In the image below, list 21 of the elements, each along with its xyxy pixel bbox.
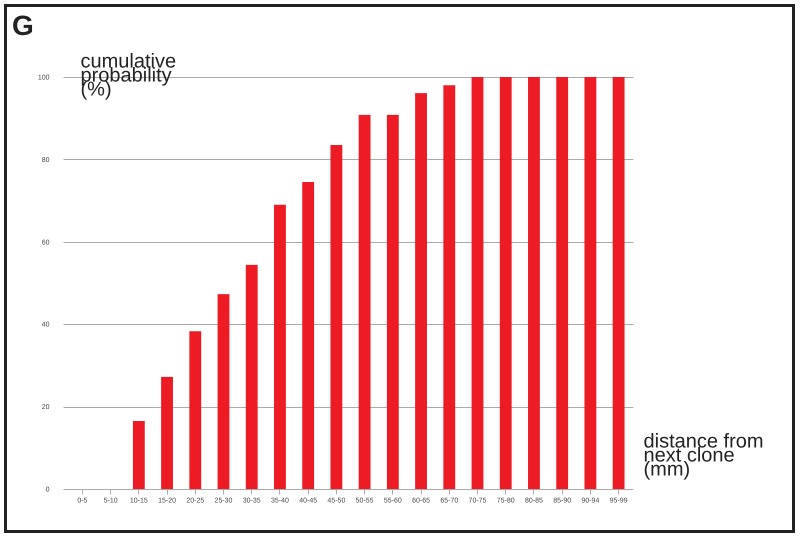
bar xyxy=(246,264,258,489)
bar xyxy=(386,114,399,489)
bar xyxy=(189,331,202,489)
bar xyxy=(472,77,484,489)
bar xyxy=(161,376,173,489)
bar xyxy=(132,421,145,489)
bar xyxy=(218,294,230,489)
bar xyxy=(584,77,596,489)
bar xyxy=(415,93,427,489)
x-axis-title: distance from next clone (mm) xyxy=(644,430,764,480)
bar xyxy=(274,204,286,489)
bar xyxy=(528,77,540,489)
bar xyxy=(358,114,371,489)
bar xyxy=(556,77,568,489)
bar xyxy=(500,77,512,489)
bar xyxy=(443,85,456,489)
bar xyxy=(302,182,314,489)
bar xyxy=(612,77,625,489)
chart-title: G xyxy=(12,10,34,41)
y-axis-title: cumulative probability (%) xyxy=(80,50,176,100)
bar xyxy=(330,144,342,489)
